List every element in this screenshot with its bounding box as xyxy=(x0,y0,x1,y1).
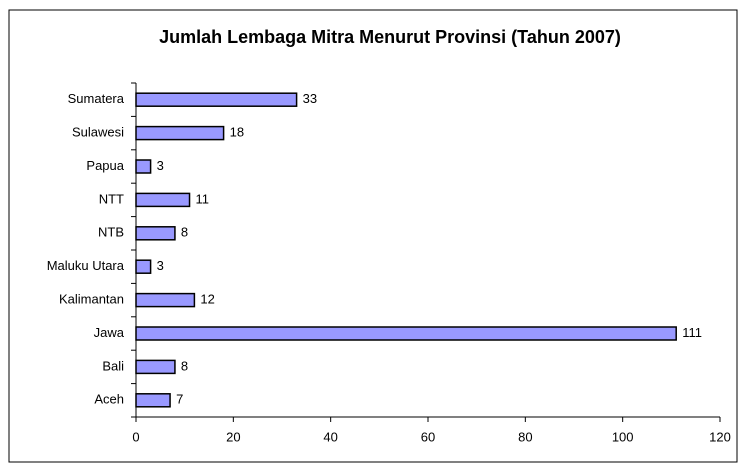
x-tick-label: 20 xyxy=(226,429,240,444)
y-tick-label: Maluku Utara xyxy=(47,258,125,273)
y-tick-label: Papua xyxy=(86,158,124,173)
x-tick-label: 40 xyxy=(323,429,337,444)
data-label: 3 xyxy=(157,158,164,173)
data-label: 7 xyxy=(176,392,183,407)
y-tick-label: NTT xyxy=(99,191,124,206)
data-label: 8 xyxy=(181,358,188,373)
x-tick-label: 60 xyxy=(421,429,435,444)
y-tick-label: NTB xyxy=(98,225,124,240)
bar xyxy=(135,92,298,107)
y-tick-label: Kalimantan xyxy=(59,292,124,307)
data-label: 8 xyxy=(181,225,188,240)
data-label: 12 xyxy=(200,292,214,307)
y-tick-label: Sumatera xyxy=(68,91,125,106)
bar xyxy=(135,393,171,408)
x-tick-label: 0 xyxy=(132,429,139,444)
chart-frame xyxy=(8,9,738,463)
bar xyxy=(135,326,677,341)
bar xyxy=(135,226,176,241)
chart-title: Jumlah Lembaga Mitra Menurut Provinsi (T… xyxy=(159,27,621,47)
bar xyxy=(135,159,152,174)
bar xyxy=(135,292,196,308)
y-tick-label: Aceh xyxy=(94,392,124,407)
y-tick-label: Sulawesi xyxy=(72,125,124,140)
data-label: 11 xyxy=(196,191,210,206)
y-tick-label: Jawa xyxy=(94,325,125,340)
data-label: 18 xyxy=(230,125,244,140)
bar xyxy=(135,192,191,208)
data-label: 3 xyxy=(157,258,164,273)
bar xyxy=(135,259,152,274)
y-tick-label: Bali xyxy=(102,358,124,373)
data-label: 33 xyxy=(303,91,317,106)
x-tick-label: 120 xyxy=(709,429,731,444)
bar xyxy=(135,359,176,375)
x-tick-label: 100 xyxy=(612,429,634,444)
x-tick-label: 80 xyxy=(518,429,532,444)
data-label: 111 xyxy=(682,325,702,340)
bar xyxy=(135,125,225,141)
